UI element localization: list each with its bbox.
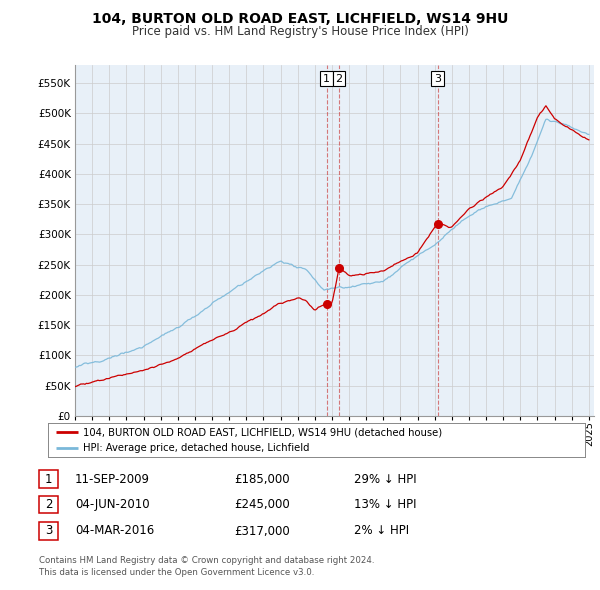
Text: 104, BURTON OLD ROAD EAST, LICHFIELD, WS14 9HU: 104, BURTON OLD ROAD EAST, LICHFIELD, WS… — [92, 12, 508, 26]
Text: 11-SEP-2009: 11-SEP-2009 — [75, 473, 150, 486]
Text: £317,000: £317,000 — [234, 525, 290, 537]
Text: 2% ↓ HPI: 2% ↓ HPI — [354, 525, 409, 537]
Text: 3: 3 — [45, 525, 52, 537]
Text: 1: 1 — [45, 473, 52, 486]
Text: 2: 2 — [335, 74, 343, 84]
Text: 2: 2 — [45, 498, 52, 511]
Text: Price paid vs. HM Land Registry's House Price Index (HPI): Price paid vs. HM Land Registry's House … — [131, 25, 469, 38]
Text: HPI: Average price, detached house, Lichfield: HPI: Average price, detached house, Lich… — [83, 443, 310, 453]
Text: 29% ↓ HPI: 29% ↓ HPI — [354, 473, 416, 486]
Text: 04-JUN-2010: 04-JUN-2010 — [75, 498, 149, 511]
Text: £245,000: £245,000 — [234, 498, 290, 511]
Text: 3: 3 — [434, 74, 441, 84]
Text: 13% ↓ HPI: 13% ↓ HPI — [354, 498, 416, 511]
Text: 04-MAR-2016: 04-MAR-2016 — [75, 525, 154, 537]
Text: Contains HM Land Registry data © Crown copyright and database right 2024.
This d: Contains HM Land Registry data © Crown c… — [39, 556, 374, 577]
Text: 104, BURTON OLD ROAD EAST, LICHFIELD, WS14 9HU (detached house): 104, BURTON OLD ROAD EAST, LICHFIELD, WS… — [83, 427, 442, 437]
Text: £185,000: £185,000 — [234, 473, 290, 486]
Text: 1: 1 — [323, 74, 330, 84]
